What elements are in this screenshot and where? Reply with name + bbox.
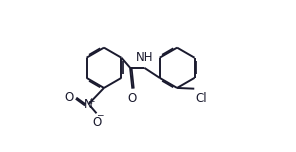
Text: O: O <box>65 91 74 104</box>
Text: +: + <box>87 97 95 106</box>
Text: −: − <box>96 111 104 120</box>
Text: O: O <box>93 116 102 129</box>
Text: O: O <box>128 92 137 105</box>
Text: Cl: Cl <box>195 92 207 105</box>
Text: NH: NH <box>136 51 153 64</box>
Text: N: N <box>84 98 93 111</box>
